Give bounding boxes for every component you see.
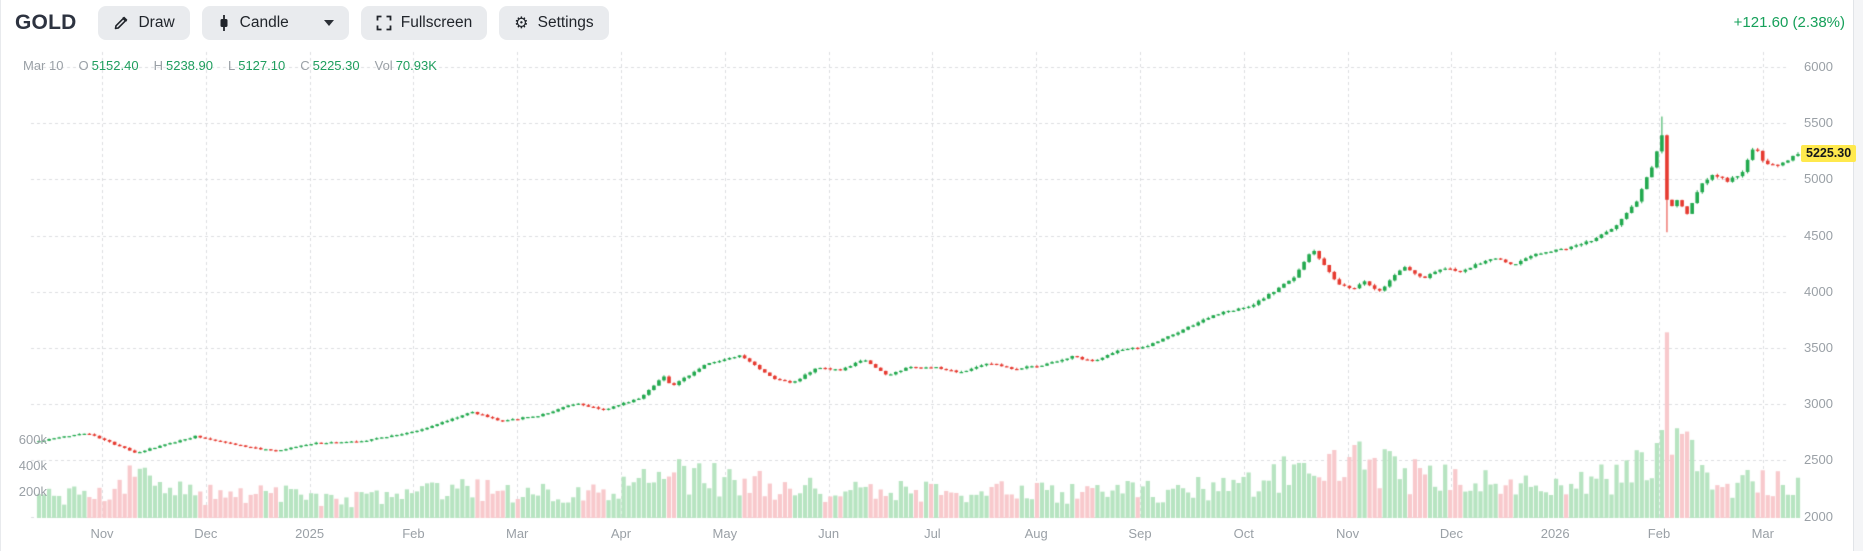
chevron-down-icon	[323, 20, 334, 26]
settings-button-label: Settings	[537, 14, 594, 31]
gear-icon: ⚙	[514, 13, 529, 32]
ohlc-high: H 5238.90	[153, 58, 213, 73]
price-axis-label: 6000	[1804, 59, 1833, 75]
vertical-scrollbar[interactable]	[1853, 0, 1863, 551]
price-axis-label: 4500	[1804, 227, 1833, 243]
ohlc-date: Mar 10	[23, 58, 64, 73]
x-axis-label: May	[712, 526, 738, 541]
last-price-badge: 5225.30	[1801, 145, 1857, 163]
x-axis-label: 2026	[1540, 526, 1570, 541]
price-axis-label: 3000	[1804, 396, 1833, 412]
price-axis-label: 3500	[1804, 339, 1833, 355]
x-axis-label: Nov	[1336, 526, 1360, 541]
x-axis-label: Jul	[924, 526, 941, 541]
x-axis-label: Feb	[1647, 526, 1671, 541]
x-axis-label: Sep	[1128, 526, 1152, 541]
x-axis-label: Dec	[1439, 526, 1463, 541]
x-axis-label: Oct	[1233, 526, 1254, 541]
price-axis-label: 5000	[1804, 171, 1833, 187]
price-axis-label: 4000	[1804, 283, 1833, 299]
volume-axis-label: 600k	[18, 432, 47, 447]
symbol-title: GOLD	[15, 11, 77, 34]
settings-button[interactable]: ⚙ Settings	[499, 6, 609, 40]
x-axis-label: Mar	[505, 526, 529, 541]
price-axis-label: 5500	[1804, 115, 1833, 131]
x-axis-label: Nov	[90, 526, 114, 541]
ohlc-open: O 5152.40	[78, 58, 139, 73]
ohlc-row: Mar 10 O 5152.40 H 5238.90 L 5127.10 C 5225.…	[23, 58, 437, 73]
candle-type-label: Candle	[239, 14, 289, 31]
x-axis-label: 2025	[295, 526, 325, 541]
fullscreen-icon	[376, 15, 392, 31]
ohlc-low: L 5127.10	[227, 58, 286, 73]
ohlc-close: C 5225.30	[300, 58, 360, 73]
fullscreen-button[interactable]: Fullscreen	[360, 6, 488, 40]
price-change-text: +121.60 (2.38%)	[1733, 14, 1845, 31]
volume-axis-label: 200k	[18, 484, 47, 499]
candle-icon	[217, 14, 231, 32]
draw-button[interactable]: Draw	[98, 6, 190, 40]
x-axis-label: Jun	[818, 526, 840, 541]
volume-axis-label: 400k	[18, 458, 47, 473]
price-axis-label: 2000	[1804, 508, 1833, 524]
ohlc-volume: Vol 70.93K	[374, 58, 437, 73]
toolbar: GOLD Draw Candle Fullscreen ⚙ Settings	[1, 0, 1863, 46]
price-axis-label: 2500	[1804, 452, 1833, 468]
x-axis-label: Aug	[1024, 526, 1048, 541]
candle-type-button[interactable]: Candle	[201, 6, 349, 40]
draw-button-label: Draw	[138, 14, 175, 31]
x-axis-label: Mar	[1751, 526, 1774, 541]
x-axis-label: Apr	[610, 526, 632, 541]
pen-icon	[113, 15, 129, 31]
x-axis-label: Dec	[194, 526, 218, 541]
fullscreen-button-label: Fullscreen	[400, 14, 473, 31]
x-axis-label: Feb	[402, 526, 425, 541]
